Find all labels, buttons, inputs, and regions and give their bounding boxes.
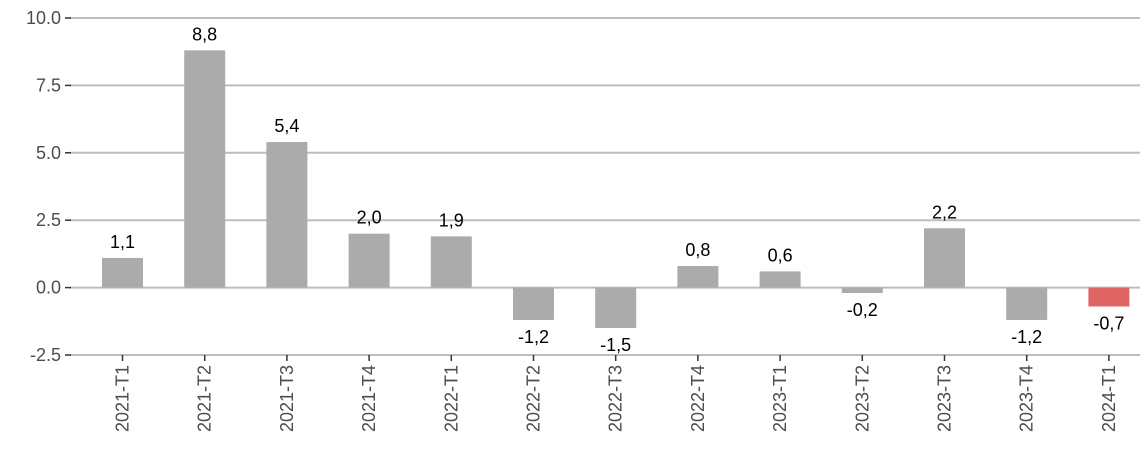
x-axis: 2021-T1 2021-T2 2021-T3 2021-T4 2022-T1 2022-… bbox=[113, 355, 1119, 432]
data-label: -0,2 bbox=[847, 300, 878, 320]
x-tick-label: 2021-T1 bbox=[113, 365, 133, 432]
y-tick-label: 10.0 bbox=[26, 8, 61, 28]
bar bbox=[513, 287, 554, 320]
data-label: 1,1 bbox=[110, 232, 135, 252]
x-tick-label: 2022-T4 bbox=[688, 365, 708, 432]
y-tick-label: 2.5 bbox=[36, 210, 61, 230]
bar bbox=[924, 228, 965, 288]
x-tick-label: 2021-T3 bbox=[277, 365, 297, 432]
bar bbox=[266, 142, 308, 288]
x-tick-label: 2024-T1 bbox=[1099, 365, 1119, 432]
x-tick-label: 2022-T2 bbox=[524, 365, 544, 432]
x-tick-label: 2023-T1 bbox=[770, 365, 790, 432]
bar bbox=[595, 287, 637, 329]
x-tick-label: 2023-T2 bbox=[852, 365, 872, 432]
data-label: 2,2 bbox=[932, 202, 957, 222]
bar bbox=[759, 271, 801, 288]
bar bbox=[677, 266, 719, 288]
data-label: -1,2 bbox=[1011, 327, 1042, 347]
x-tick-label: 2023-T3 bbox=[935, 365, 955, 432]
x-tick-label: 2021-T4 bbox=[359, 365, 379, 432]
grid-layer bbox=[70, 17, 1140, 356]
data-label: 1,9 bbox=[439, 210, 464, 230]
y-axis: -2.5 0.0 2.5 5.0 7.5 10.0 bbox=[26, 8, 71, 365]
data-label: 0,6 bbox=[768, 245, 793, 265]
y-tick-label: 0.0 bbox=[36, 278, 61, 298]
bar bbox=[430, 236, 472, 288]
x-tick-label: 2023-T4 bbox=[1017, 365, 1037, 432]
bars-layer bbox=[102, 50, 1130, 329]
data-label: 5,4 bbox=[274, 116, 299, 136]
data-label: 8,8 bbox=[192, 24, 217, 44]
data-label: -1,5 bbox=[600, 335, 631, 355]
data-label: 0,8 bbox=[685, 240, 710, 260]
bar bbox=[348, 233, 390, 288]
x-tick-label: 2022-T3 bbox=[606, 365, 626, 432]
data-label: -0,7 bbox=[1093, 313, 1124, 333]
data-labels-layer: 1,1 8,8 5,4 2,0 1,9 -1,2 -1,5 0,8 0,6 -0,2 2,2 -1,2… bbox=[110, 24, 1124, 355]
bar bbox=[841, 287, 883, 293]
y-tick-label: -2.5 bbox=[30, 345, 61, 365]
data-label: 2,0 bbox=[357, 208, 382, 228]
bar bbox=[1088, 287, 1130, 307]
x-tick-label: 2022-T1 bbox=[441, 365, 461, 432]
x-tick-label: 2021-T2 bbox=[195, 365, 215, 432]
bar bbox=[1006, 287, 1048, 320]
bar bbox=[184, 50, 226, 288]
bar bbox=[102, 257, 143, 288]
data-label: -1,2 bbox=[518, 327, 549, 347]
y-tick-label: 7.5 bbox=[36, 75, 61, 95]
y-tick-label: 5.0 bbox=[36, 143, 61, 163]
